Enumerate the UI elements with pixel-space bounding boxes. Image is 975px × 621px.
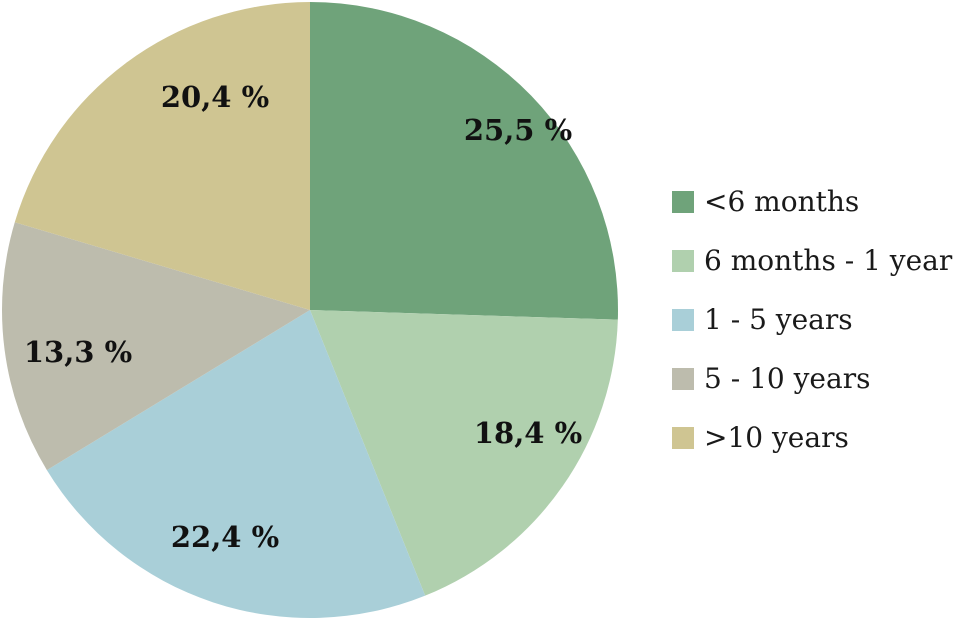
chart-legend: <6 months 6 months - 1 year 1 - 5 years … (672, 172, 952, 467)
legend-item-5-10y: 5 - 10 years (672, 349, 952, 408)
pie-slice (14, 2, 310, 310)
slice-label-1-5y: 22,4 % (170, 520, 280, 554)
pie-slice (310, 310, 618, 596)
legend-item-6m-1y: 6 months - 1 year (672, 231, 952, 290)
legend-item-1-5y: 1 - 5 years (672, 290, 952, 349)
legend-item-gt10y: >10 years (672, 408, 952, 467)
legend-swatch (672, 308, 694, 331)
legend-swatch (672, 249, 694, 272)
legend-swatch (672, 190, 694, 213)
legend-swatch (672, 367, 694, 390)
legend-label: 6 months - 1 year (704, 244, 953, 277)
legend-item-lt6m: <6 months (672, 172, 952, 231)
pie-slice (310, 2, 618, 320)
slice-label-gt10y: 20,4 % (160, 80, 270, 114)
pie-slice (1, 222, 311, 471)
legend-label: <6 months (704, 185, 860, 218)
slice-label-lt6m: 25,5 % (463, 113, 573, 147)
legend-swatch (672, 426, 694, 449)
slice-label-6m-1y: 18,4 % (473, 416, 583, 450)
slice-label-5-10y: 13,3 % (23, 335, 133, 369)
legend-label: 1 - 5 years (704, 303, 853, 336)
pie-slice (46, 310, 426, 619)
pie-chart (1, 2, 618, 619)
legend-label: >10 years (704, 421, 849, 454)
legend-label: 5 - 10 years (704, 362, 871, 395)
